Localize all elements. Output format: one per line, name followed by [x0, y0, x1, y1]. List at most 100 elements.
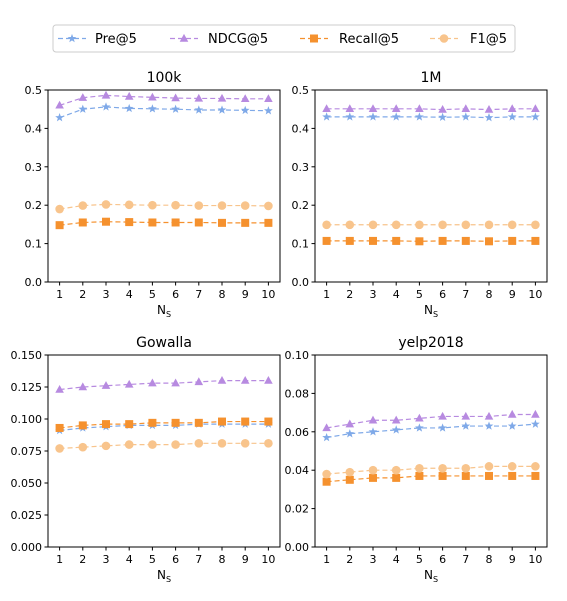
y-tick-label: 0.5 [292, 84, 310, 97]
data-point [531, 104, 540, 113]
data-point [391, 104, 401, 113]
data-point [101, 102, 111, 111]
x-tick-label: 10 [261, 553, 275, 566]
data-point [531, 220, 540, 230]
series-F1@5 [322, 220, 540, 230]
data-point [194, 201, 204, 210]
x-tick-label: 8 [486, 288, 493, 301]
data-point [240, 94, 250, 103]
legend-marker-square [310, 34, 318, 43]
data-point [368, 104, 378, 113]
x-tick-label: 1 [56, 288, 63, 301]
data-point [194, 105, 204, 114]
data-point [345, 419, 355, 428]
data-point [461, 471, 470, 480]
data-point [55, 384, 64, 393]
y-tick-label: 0.150 [11, 349, 43, 362]
data-point [485, 471, 493, 480]
y-tick-label: 0.0 [292, 276, 310, 289]
data-point [531, 236, 540, 245]
y-tick-label: 0.06 [285, 426, 310, 439]
x-axis-label: NS [157, 303, 171, 319]
x-tick-label: 9 [242, 288, 249, 301]
panel-title: 100k [147, 70, 183, 86]
data-point [124, 91, 134, 100]
data-point [171, 104, 180, 113]
data-point [148, 218, 157, 227]
data-point [415, 471, 424, 480]
series-NDCG@5 [322, 104, 540, 113]
chart-panel: yelp2018 0.00 0.02 0.04 0.06 0.08 0.10 1 2 3 4 5 6 7 8… [285, 335, 548, 584]
x-tick-label: 8 [219, 288, 226, 301]
data-point [55, 221, 64, 230]
data-point [101, 381, 111, 389]
data-point [345, 220, 355, 230]
data-point [531, 112, 540, 121]
x-tick-label: 3 [370, 553, 377, 566]
data-point [240, 105, 250, 115]
y-tick-label: 0.4 [292, 122, 310, 135]
y-tick-label: 0.08 [285, 387, 310, 400]
data-point [368, 220, 378, 230]
data-point [438, 236, 447, 245]
data-point [322, 220, 331, 230]
data-point [391, 415, 401, 424]
data-point [264, 218, 273, 227]
data-point [148, 378, 157, 387]
data-point [217, 93, 227, 102]
series-Recall@5 [322, 471, 540, 486]
data-point [484, 220, 494, 230]
y-tick-label: 0.3 [25, 161, 43, 174]
data-point [369, 236, 377, 245]
data-point [391, 465, 401, 475]
data-point [240, 201, 250, 210]
data-point [461, 421, 471, 430]
x-axis-label-sub: S [433, 575, 438, 584]
x-tick-label: 6 [172, 553, 179, 566]
series-Recall@5 [322, 236, 540, 246]
data-point [461, 220, 471, 230]
x-tick-label: 2 [346, 553, 353, 566]
data-point [194, 439, 204, 448]
data-point [438, 220, 447, 230]
plot-frame [47, 354, 281, 548]
data-point [345, 104, 355, 113]
legend-marker-circle [439, 34, 449, 43]
data-point [55, 204, 64, 214]
data-point [415, 463, 424, 473]
data-point [102, 217, 110, 226]
y-tick-label: 0.100 [11, 413, 43, 426]
x-axis-label-sub: S [166, 575, 171, 584]
data-point [368, 112, 378, 121]
data-point [218, 218, 226, 227]
data-point [124, 103, 134, 113]
data-point [217, 376, 227, 384]
series-NDCG@5 [322, 409, 540, 432]
data-point [461, 104, 471, 113]
data-point [102, 420, 110, 429]
x-tick-label: 10 [261, 288, 275, 301]
legend-entry: F1@5 [430, 32, 507, 47]
series-line [59, 106, 269, 119]
data-point [171, 218, 180, 227]
x-tick-label: 8 [486, 553, 493, 566]
data-point [171, 93, 180, 102]
x-tick-label: 2 [79, 553, 86, 566]
data-point [438, 411, 447, 420]
series-F1@5 [322, 462, 540, 479]
data-point [78, 93, 88, 101]
data-point [438, 471, 447, 480]
x-tick-label: 1 [323, 288, 330, 301]
data-point [241, 417, 250, 426]
panel-title: yelp2018 [398, 335, 463, 351]
series-F1@5 [55, 200, 273, 214]
y-tick-label: 0.025 [11, 509, 43, 522]
data-point [415, 423, 424, 432]
series-line [59, 423, 269, 432]
series-line [326, 413, 536, 429]
data-point [507, 104, 517, 113]
x-tick-label: 4 [393, 553, 400, 566]
data-point [241, 218, 250, 227]
data-point [531, 419, 540, 428]
x-tick-label: 4 [126, 288, 133, 301]
